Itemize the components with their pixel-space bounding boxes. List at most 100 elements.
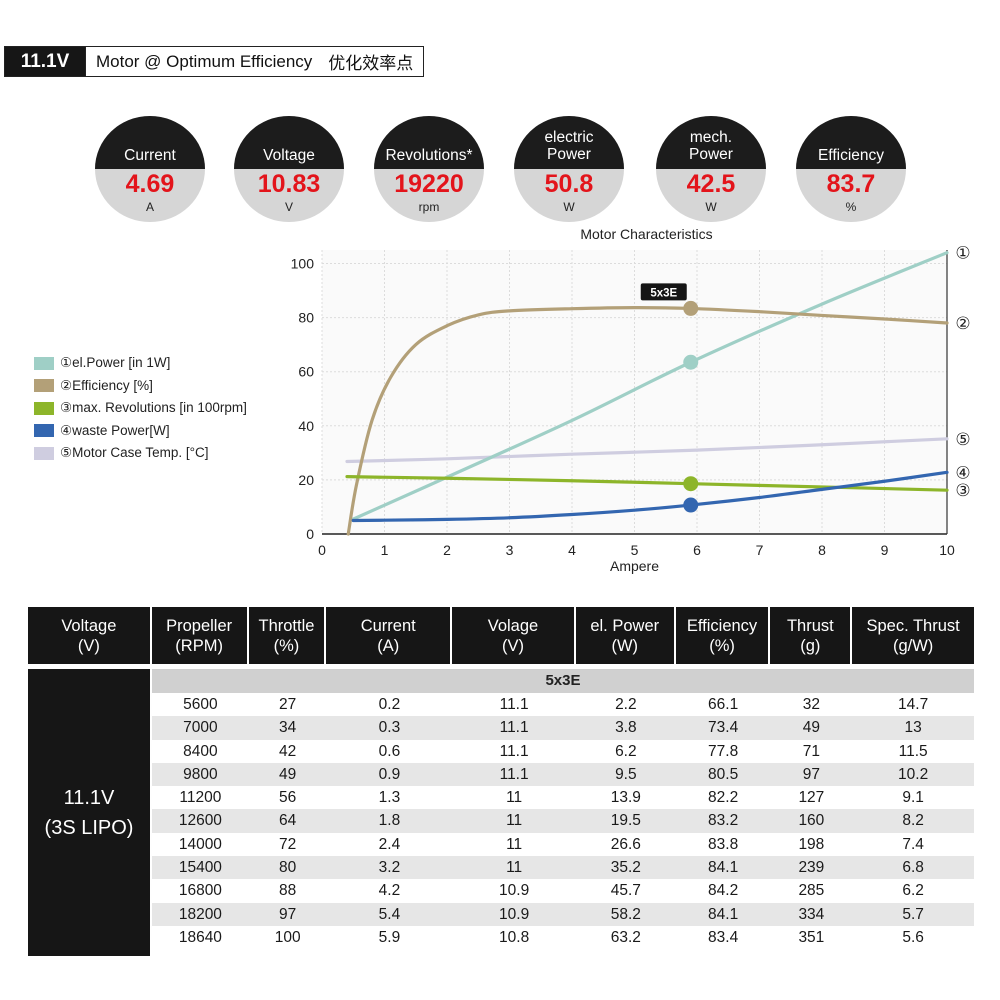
table-cell: 15400 <box>178 859 222 877</box>
table-cell: 0.3 <box>378 719 401 737</box>
table-cell: 7000 <box>183 719 218 737</box>
table-cell: 3.2 <box>378 859 401 877</box>
table-cell: 49 <box>802 719 820 737</box>
y-tick-label: 100 <box>291 256 315 272</box>
table-cell: 32 <box>802 696 820 713</box>
column-header-text: Spec. Thrust <box>866 616 960 635</box>
table-cell: 11 <box>506 859 523 877</box>
table-voltage-label: 11.1V (3S LIPO) <box>28 669 150 956</box>
column-header: Efficiency (%) <box>675 607 769 664</box>
table-cell: 9800 <box>183 765 218 783</box>
table-cell: 13 <box>904 719 922 737</box>
table-cell: 83.8 <box>708 835 739 853</box>
column-header: Current (A) <box>326 607 451 664</box>
table-row: 18200 97 5.4 10.9 58.2 84.1 334 5.7 <box>152 902 974 926</box>
column-header-text: Throttle <box>258 616 315 635</box>
table-cell: 6.2 <box>615 742 637 760</box>
series-marker <box>683 354 699 370</box>
chart-title: Motor Characteristics <box>580 226 712 242</box>
table-cell: 16800 <box>178 882 222 900</box>
column-header: el. Power (W) <box>575 607 674 664</box>
table-cell: 9.5 <box>615 765 637 783</box>
propeller-band: 5x3E <box>152 669 974 693</box>
stat-value: 10.83 <box>257 170 321 198</box>
table-cell: 6.2 <box>902 882 924 900</box>
column-header-text: Efficiency <box>686 616 758 635</box>
series-end-tag: ③ <box>955 481 970 501</box>
table-cell: 34 <box>279 719 297 737</box>
series-line <box>345 437 949 464</box>
table-cell: 127 <box>798 789 825 807</box>
stat-unit: A <box>145 200 154 214</box>
stat-value: 19220 <box>394 170 464 198</box>
table-cell: 49 <box>279 765 297 783</box>
table-cell: 83.4 <box>708 928 739 946</box>
column-header-text: (g) <box>800 636 821 655</box>
table-row: 15400 80 3.2 11 35.2 84.1 239 6.8 <box>152 856 974 880</box>
table-cell: 5.7 <box>902 905 924 923</box>
stat-badge: mech. Power 42.5 W <box>656 116 766 222</box>
table-cell: 97 <box>279 905 297 923</box>
column-header: Throttle (%) <box>248 607 325 664</box>
table-cell: 26.6 <box>610 835 641 853</box>
table-cell: 11 <box>506 789 523 807</box>
series-end-tag: ④ <box>955 463 970 483</box>
badge-top <box>656 116 766 169</box>
column-header: Voltage (V) <box>28 607 150 664</box>
y-tick-label: 0 <box>306 526 314 542</box>
legend-swatch <box>34 379 54 393</box>
stat-badge: electric Power 50.8 W <box>514 116 624 222</box>
table-cell: 27 <box>279 696 297 713</box>
column-header-text: (%) <box>273 636 300 655</box>
table-cell: 19.5 <box>610 812 641 830</box>
table-row: 12600 64 1.8 11 19.5 83.2 160 8.2 <box>152 809 974 833</box>
table-cell: 285 <box>798 882 825 900</box>
stat-label: electric <box>544 129 594 146</box>
marker-label-box <box>640 283 687 301</box>
table-cell: 71 <box>802 742 820 760</box>
stat-badge: Voltage 10.83 V <box>234 116 344 222</box>
badge-top <box>95 116 205 169</box>
table-cell: 11200 <box>179 789 222 807</box>
table-cell: 13.9 <box>610 789 641 807</box>
table-cell: 10.2 <box>898 765 929 783</box>
series-line <box>351 251 949 521</box>
table-cell: 66.1 <box>708 696 739 713</box>
table-cell: 2.2 <box>615 696 637 713</box>
table-cell: 18640 <box>178 928 222 946</box>
x-tick-label: 2 <box>443 542 451 558</box>
column-header: Spec. Thrust (g/W) <box>852 607 974 664</box>
series-end-tag: ⑤ <box>955 430 970 450</box>
column-header-text: (A) <box>377 636 400 655</box>
table-cell: 84.1 <box>708 905 739 923</box>
badge-top <box>374 116 484 169</box>
table-cell: 1.3 <box>378 789 401 807</box>
table-cell: 351 <box>798 928 825 946</box>
table-cell: 3.8 <box>615 719 637 737</box>
stat-unit: rpm <box>418 200 440 214</box>
table-cell: 10.8 <box>499 928 530 946</box>
table-cell: 11.5 <box>898 742 928 760</box>
chart-legend: ①el.Power [in 1W] ②Efficiency [%] ③max. Re… <box>34 352 247 465</box>
table-cell: 0.9 <box>378 765 401 783</box>
table-cell: 64 <box>279 812 297 830</box>
column-header-text: el. Power <box>590 616 660 635</box>
table-cell: 84.2 <box>708 882 739 900</box>
column-header-text: Voltage <box>61 616 117 635</box>
table-cell: 5600 <box>183 696 218 713</box>
badge-top <box>796 116 906 169</box>
stat-label: Power <box>689 146 733 163</box>
table-cell: 5.6 <box>902 928 924 946</box>
series-line <box>345 475 949 492</box>
legend-label: ⑤Motor Case Temp. [°C] <box>60 445 209 461</box>
side-label-battery: (3S LIPO) <box>44 816 134 839</box>
table-cell: 11.1 <box>499 719 529 737</box>
stat-value: 42.5 <box>686 170 736 198</box>
table-header: Voltage (V) Propeller (RPM) Throttle (%) Curre… <box>28 607 974 664</box>
table-cell: 11 <box>506 812 523 830</box>
plot-area <box>322 250 947 534</box>
stat-badge: Efficiency 83.7% <box>796 116 906 222</box>
table-cell: 0.6 <box>378 742 401 760</box>
table-row: 16800 88 4.2 10.9 45.7 84.2 285 6.2 <box>152 879 974 903</box>
marker-label: 5x3E <box>650 287 677 299</box>
